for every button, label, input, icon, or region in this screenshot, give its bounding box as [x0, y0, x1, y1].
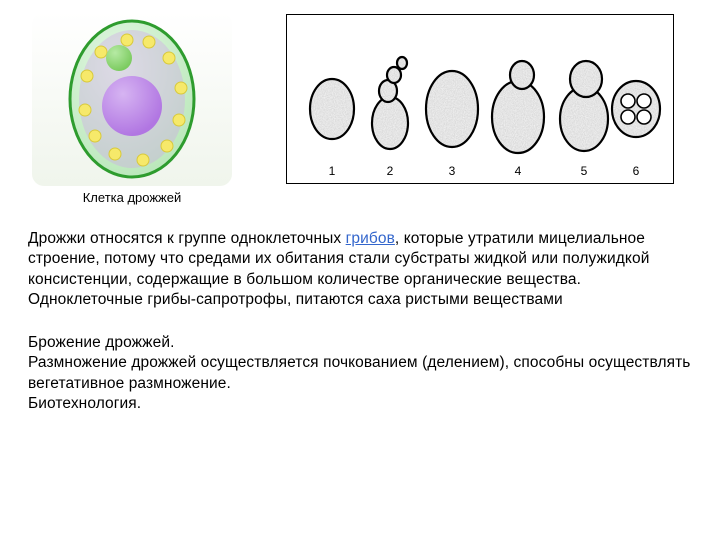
yeast-cell-diagram	[32, 12, 232, 186]
paragraph-1: Дрожжи относятся к группе одноклеточных …	[28, 229, 694, 311]
p1-pre: Дрожжи относятся к группе одноклеточных	[28, 230, 346, 247]
yeast-cell-panel: Клетка дрожжей	[32, 12, 232, 205]
svg-text:6: 6	[633, 164, 640, 178]
fungi-link[interactable]: грибов	[346, 230, 395, 247]
microscopy-panel: 1 2 3 4 5 6	[286, 14, 674, 184]
yeast-cell-caption: Клетка дрожжей	[32, 190, 232, 205]
p2-line3: Биотехнология.	[28, 394, 694, 414]
microscopy-svg: 1 2 3 4 5 6	[290, 23, 670, 183]
svg-text:1: 1	[329, 164, 336, 178]
svg-text:4: 4	[515, 164, 522, 178]
slide: Клетка дрожжей 1 2 3 4 5 6 Дрожжи относятся к…	[0, 0, 720, 540]
svg-text:2: 2	[387, 164, 394, 178]
svg-text:3: 3	[449, 164, 456, 178]
body-text: Дрожжи относятся к группе одноклеточных …	[0, 205, 720, 415]
paragraph-2: Брожение дрожжей. Размножение дрожжей ос…	[28, 333, 694, 415]
image-row: Клетка дрожжей 1 2 3 4 5 6	[0, 0, 720, 205]
yeast-cell-svg	[57, 14, 207, 184]
svg-text:5: 5	[581, 164, 588, 178]
p2-line1: Брожение дрожжей.	[28, 333, 694, 353]
p2-line2: Размножение дрожжей осуществляется почко…	[28, 353, 694, 394]
